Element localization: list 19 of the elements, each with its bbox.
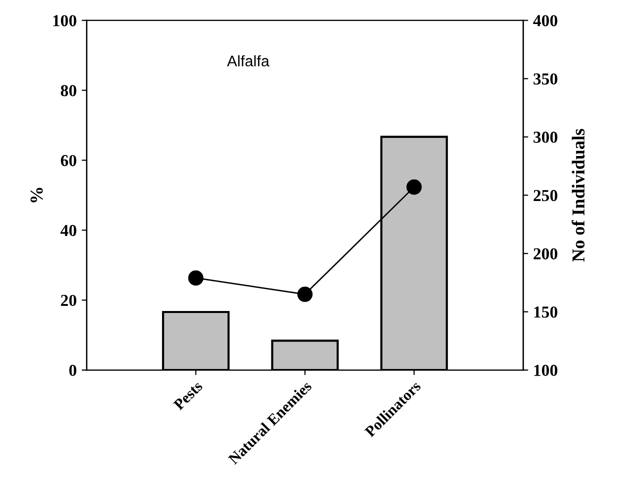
y-tick-label: 100 (53, 15, 76, 26)
y2-tick-label: 200 (534, 248, 558, 260)
point (297, 286, 313, 302)
point (188, 270, 204, 286)
y-tick-label: 20 (60, 294, 76, 306)
y2-tick-label: 400 (533, 15, 558, 26)
y2-tick-label: 150 (534, 306, 558, 318)
y2-tick-label: 100 (534, 364, 558, 376)
y2-tick-label: 350 (534, 73, 558, 85)
y-tick-label: 60 (60, 154, 76, 166)
y2-axis-title: No of Individuals (572, 128, 585, 262)
y2-tick-label: 250 (534, 190, 558, 202)
y-tick-label: 0 (69, 364, 76, 376)
annotation: Alfalfa (227, 55, 270, 66)
y-tick-label: 80 (60, 85, 76, 96)
point (406, 179, 422, 195)
y2-tick-label: 300 (534, 132, 558, 143)
y-axis-title: % (30, 188, 43, 202)
y-tick-label: 40 (60, 224, 76, 236)
